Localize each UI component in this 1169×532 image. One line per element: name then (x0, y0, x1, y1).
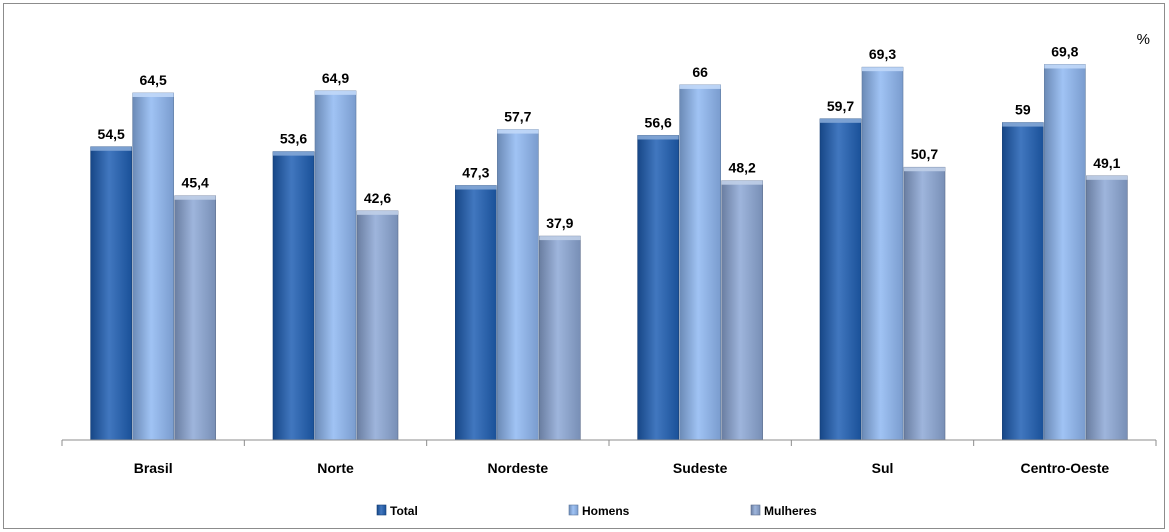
bar-top-highlight (497, 129, 539, 134)
bar-top-highlight (862, 67, 903, 72)
bar-top-highlight (315, 90, 356, 95)
bar-homens-norte (314, 90, 357, 441)
value-label: 69,3 (869, 46, 896, 62)
bar-top-highlight (679, 84, 721, 89)
legend-swatch-mulheres (750, 504, 761, 516)
bar-top-highlight (1086, 175, 1128, 180)
value-label: 57,7 (504, 109, 531, 125)
bar-total-nordeste (455, 185, 497, 441)
bar-top-highlight (1044, 64, 1086, 69)
value-label: 64,5 (140, 72, 167, 88)
bar-top-highlight (455, 185, 497, 190)
bar-top-highlight (1002, 122, 1044, 127)
legend-swatch-homens (568, 504, 579, 516)
bar-total-sul (819, 118, 862, 441)
category-label: Nordeste (487, 460, 548, 476)
bar-homens-sul (861, 66, 904, 441)
bar-top-highlight (90, 146, 132, 151)
bar-mulheres-sul (903, 166, 946, 441)
value-label: 56,6 (645, 114, 672, 130)
bar-top-highlight (357, 210, 398, 215)
value-label: 64,9 (322, 70, 349, 86)
bar-mulheres-nordeste (539, 235, 581, 441)
bar-total-centro-oeste (1002, 122, 1044, 441)
bar-total-brasil (90, 146, 132, 441)
bar-top-highlight (904, 167, 945, 172)
value-label: 69,8 (1051, 43, 1078, 59)
value-label: 45,4 (182, 175, 209, 191)
bar-top-highlight (273, 151, 314, 156)
value-label: 54,5 (98, 126, 125, 142)
value-label: 48,2 (729, 160, 756, 176)
value-label: 59,7 (827, 98, 854, 114)
unit-label: % (1137, 31, 1150, 48)
value-label: 59 (1015, 102, 1031, 118)
value-label: 50,7 (911, 146, 938, 162)
bar-mulheres-brasil (174, 195, 216, 441)
category-label: Norte (317, 460, 354, 476)
bar-total-norte (272, 151, 315, 441)
bar-homens-sudeste (679, 84, 721, 441)
bar-top-highlight (174, 195, 216, 200)
category-label: Centro-Oeste (1020, 460, 1109, 476)
x-axis: Brasil Norte Nordeste Sudeste Sul Centro-Oest… (61, 439, 1157, 476)
value-label: 53,6 (280, 131, 307, 147)
bar-mulheres-centro-oeste (1086, 175, 1128, 441)
category-label: Brasil (134, 460, 173, 476)
value-label: 66 (692, 64, 708, 80)
value-label: 47,3 (462, 165, 489, 181)
bar-top-highlight (637, 135, 679, 140)
bar-total-sudeste (637, 135, 679, 441)
legend-label-total: Total (390, 504, 418, 518)
category-label: Sudeste (673, 460, 728, 476)
bar-homens-brasil (132, 92, 174, 441)
bar-mulheres-norte (356, 210, 399, 441)
bar-top-highlight (820, 118, 861, 123)
value-label: 49,1 (1093, 155, 1120, 171)
bars-group: 54,5 64,5 45,4 53,6 64,9 42,6 47,3 57,7 37,9 56,6… (90, 43, 1128, 441)
bar-mulheres-sudeste (721, 180, 763, 441)
legend-label-homens: Homens (582, 504, 630, 518)
legend-swatch-total (376, 504, 387, 516)
legend: Total Homens Mulheres (376, 504, 817, 518)
bar-top-highlight (721, 180, 763, 185)
category-label: Sul (872, 460, 894, 476)
bar-top-highlight (539, 236, 581, 241)
bar-homens-centro-oeste (1044, 64, 1086, 441)
value-label: 42,6 (364, 190, 391, 206)
bar-top-highlight (132, 92, 174, 97)
value-label: 37,9 (546, 215, 573, 231)
bar-homens-nordeste (497, 129, 539, 441)
legend-label-mulheres: Mulheres (764, 504, 817, 518)
